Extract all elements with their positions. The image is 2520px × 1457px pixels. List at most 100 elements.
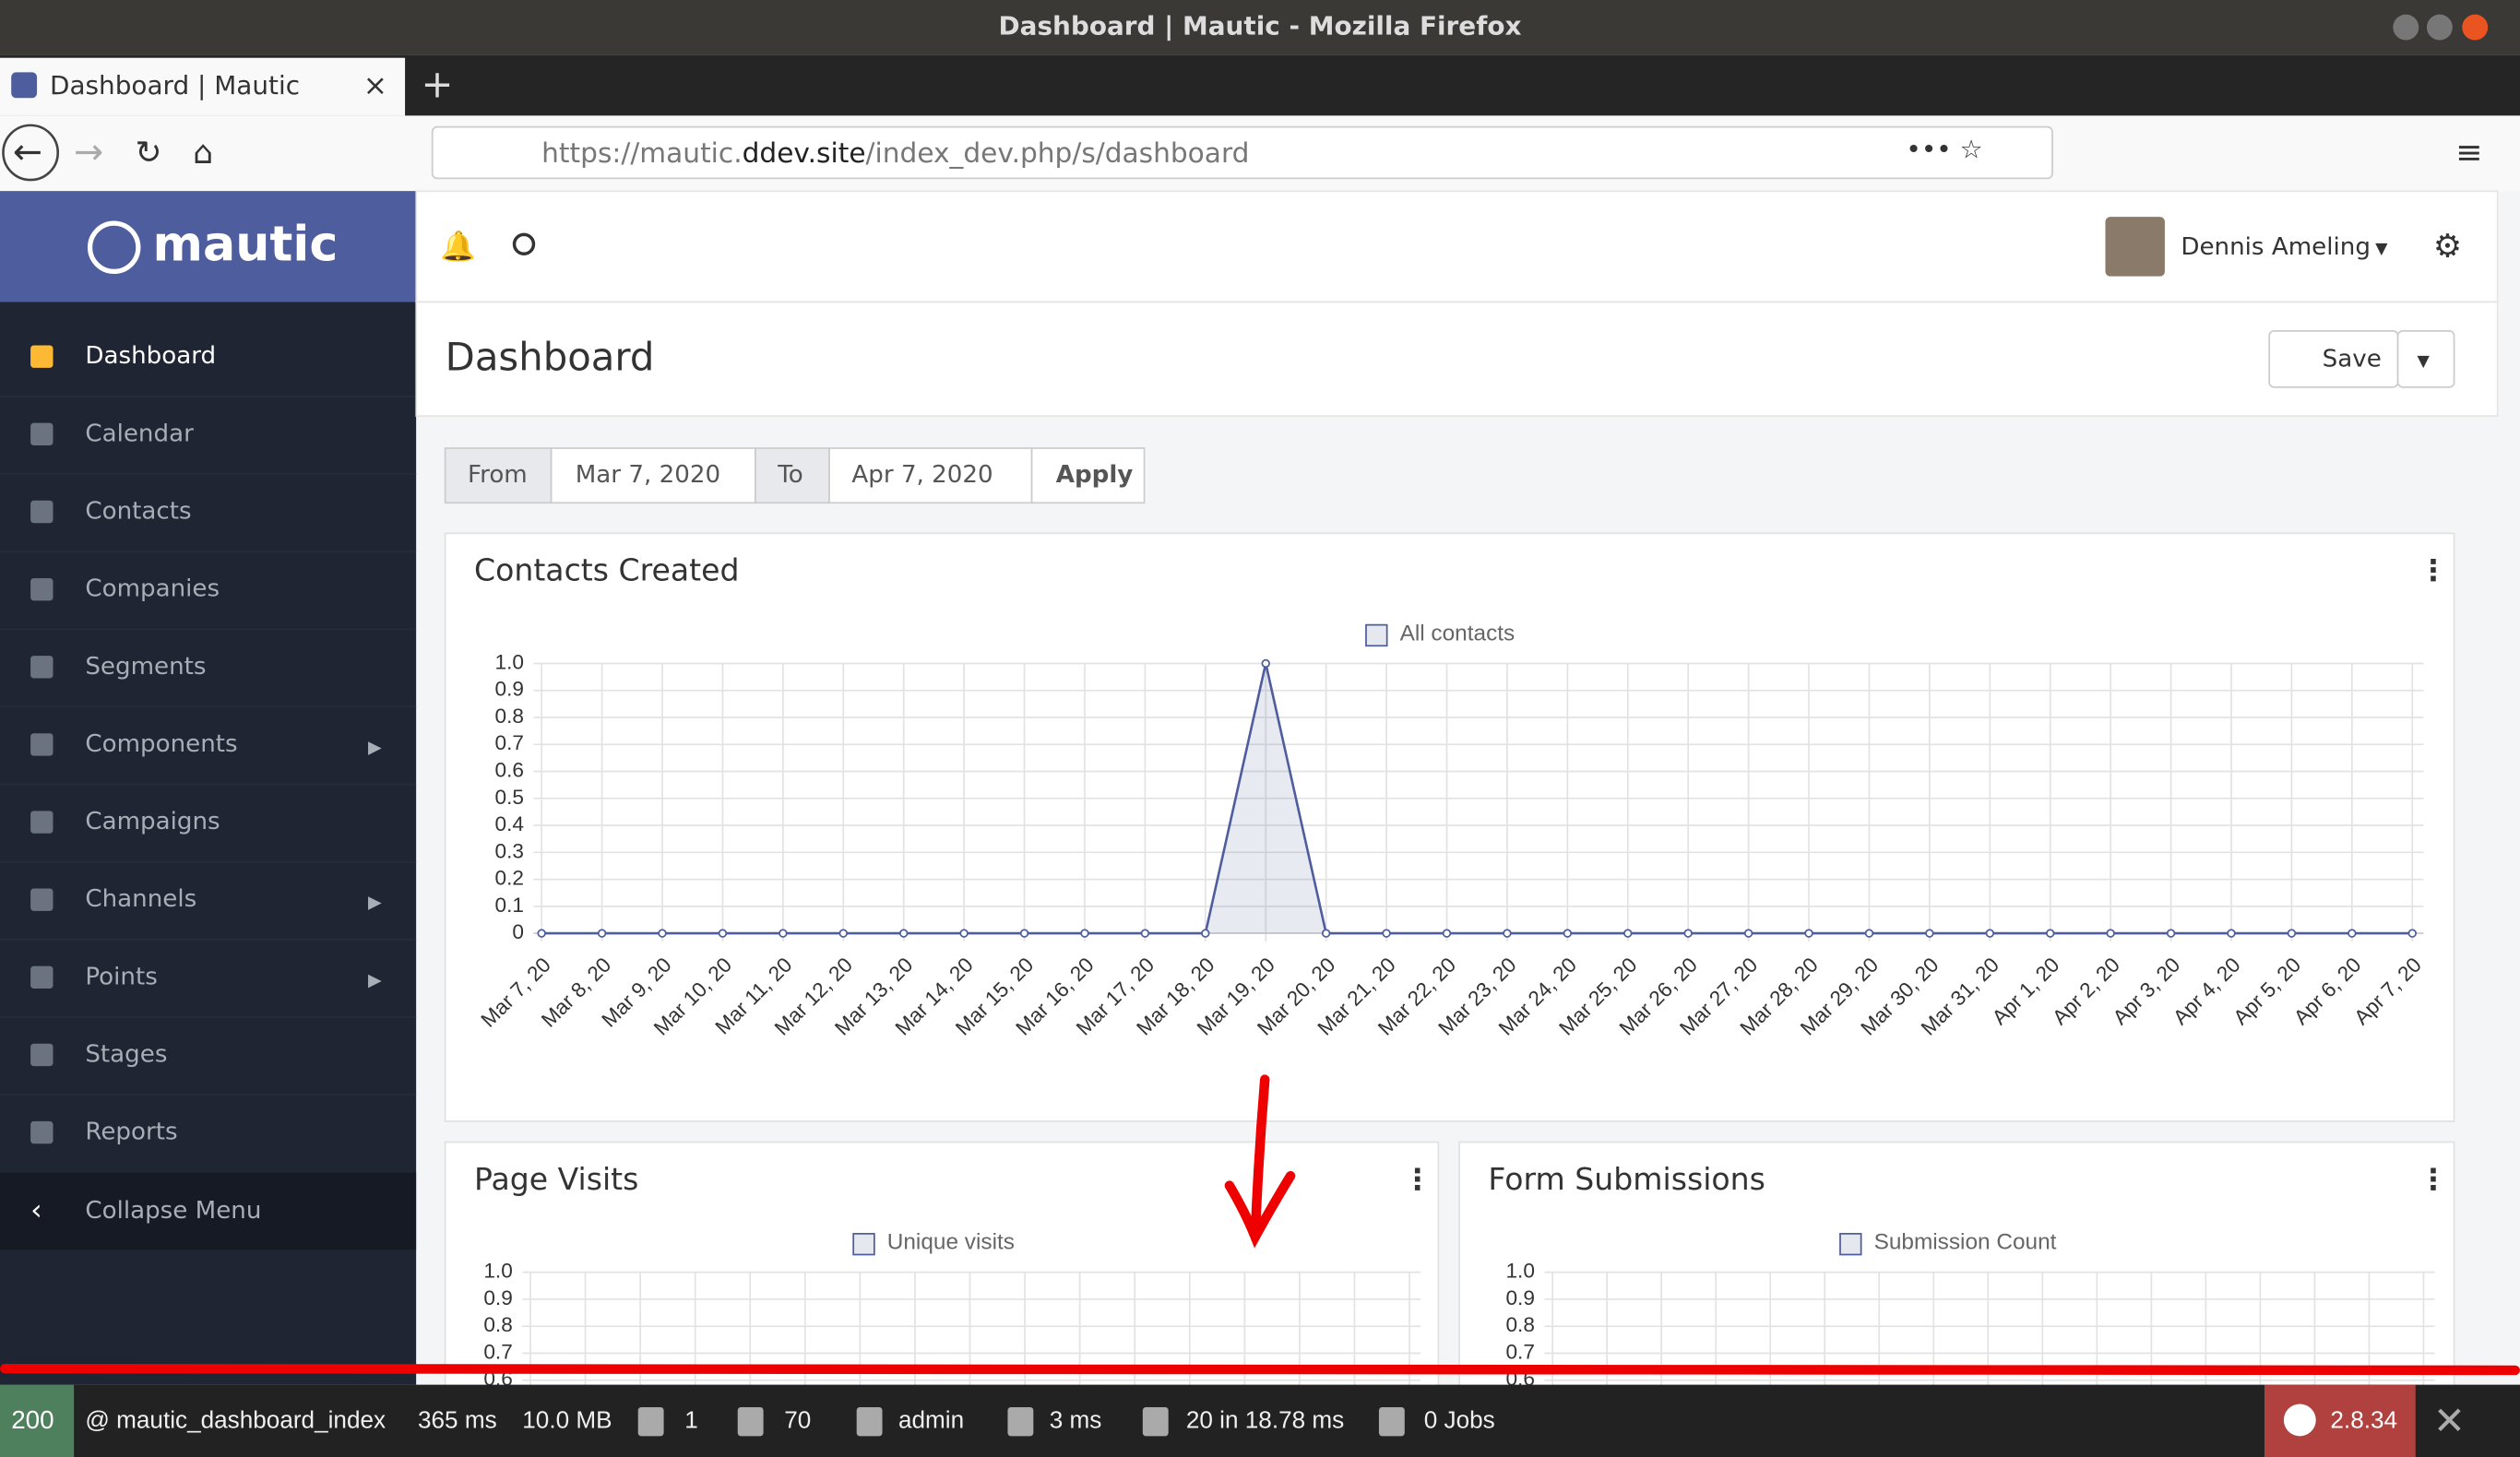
- toolbar-memory[interactable]: 10.0 MB: [522, 1406, 612, 1434]
- menu-icon: [30, 1043, 53, 1067]
- apply-button[interactable]: [1030, 447, 1146, 504]
- status: 200: [11, 1405, 53, 1434]
- legend-swatch: [852, 1232, 875, 1256]
- menu-icon: [30, 965, 53, 989]
- back-arrow[interactable]: ←: [13, 132, 42, 173]
- point: [1080, 929, 1089, 938]
- bell[interactable]: 🔔: [440, 230, 476, 263]
- menu-icon: [30, 888, 53, 911]
- y-tick-label: 0.8: [495, 705, 524, 728]
- reload[interactable]: ↻: [135, 135, 161, 172]
- annotation-line: [0, 1363, 2520, 1376]
- point: [597, 929, 607, 938]
- menu-icon: [30, 345, 53, 368]
- active-tab[interactable]: [0, 57, 406, 116]
- save[interactable]: Save: [2323, 346, 2382, 373]
- toolbar-close[interactable]: ✕: [2433, 1398, 2466, 1443]
- y-tick-label: 0.6: [495, 758, 524, 781]
- toolbar-queries[interactable]: 20 in 18.78 ms: [1186, 1406, 1344, 1434]
- menu-divider: [0, 628, 417, 631]
- widget-menu[interactable]: ⋮: [2419, 1163, 2447, 1196]
- y-tick-label: 0.9: [1505, 1286, 1534, 1309]
- menu-item[interactable]: Reports: [85, 1119, 177, 1146]
- toolbar-cache[interactable]: 3 ms: [1050, 1406, 1102, 1434]
- menu-item[interactable]: Segments: [85, 653, 206, 681]
- menu-item[interactable]: Contacts: [85, 498, 191, 526]
- window-button[interactable]: [2426, 14, 2453, 41]
- menu-icon: [30, 656, 53, 679]
- tab-close[interactable]: ×: [363, 69, 387, 102]
- back-button[interactable]: [2, 124, 60, 182]
- toolbar-icon: [1007, 1406, 1034, 1437]
- menu-divider: [0, 551, 417, 553]
- menu-item[interactable]: Companies: [85, 575, 220, 603]
- point: [2407, 929, 2417, 938]
- toolbar-time[interactable]: 365 ms: [418, 1406, 497, 1434]
- user-name[interactable]: Dennis Ameling: [2181, 233, 2371, 261]
- window-title: Dashboard | Mautic - Mozilla Firefox: [999, 11, 1522, 41]
- home[interactable]: ⌂: [193, 135, 213, 172]
- menu-item[interactable]: Campaigns: [85, 808, 220, 835]
- settings[interactable]: ⚙: [2433, 228, 2462, 265]
- to-input[interactable]: [828, 447, 1033, 504]
- y-tick-label: 1.0: [1505, 1260, 1534, 1283]
- window-button[interactable]: [2393, 14, 2419, 41]
- symfony-logo: [2283, 1404, 2316, 1437]
- y-tick-label: 0.7: [483, 1340, 512, 1363]
- menu-item[interactable]: Points: [85, 963, 157, 990]
- forward-arrow[interactable]: →: [74, 132, 103, 173]
- toolbar-requests[interactable]: 1: [684, 1406, 698, 1434]
- legend-label: All contacts: [1400, 622, 1516, 646]
- url: https://mautic.ddev.site/index_dev.php/s…: [541, 137, 1249, 169]
- point: [1683, 929, 1693, 938]
- point: [1442, 929, 1452, 938]
- y-tick-label: 0.8: [483, 1313, 512, 1336]
- menu-item[interactable]: Dashboard: [85, 342, 216, 370]
- y-tick-label: 1.0: [483, 1260, 512, 1283]
- point: [1382, 929, 1391, 938]
- toolbar-icon: [737, 1406, 764, 1437]
- point: [1201, 929, 1210, 938]
- save-dropdown[interactable]: [2396, 329, 2455, 388]
- collapse-menu[interactable]: Collapse Menu: [85, 1197, 261, 1225]
- from-date[interactable]: Mar 7, 2020: [576, 461, 720, 489]
- menu-item[interactable]: Stages: [85, 1040, 167, 1068]
- from-input[interactable]: [550, 447, 756, 504]
- apply[interactable]: Apply: [1056, 461, 1134, 489]
- url-bar[interactable]: [431, 125, 2053, 180]
- window-button[interactable]: [2462, 14, 2489, 41]
- line: [541, 663, 2413, 935]
- menu-icon: [30, 422, 53, 446]
- y-tick-label: 0.8: [1505, 1313, 1534, 1336]
- new-tab[interactable]: +: [421, 62, 453, 107]
- logo-mark: [87, 220, 141, 275]
- search[interactable]: [512, 232, 536, 255]
- page-actions[interactable]: ••• ☆: [1906, 135, 1982, 165]
- point: [2287, 929, 2297, 938]
- point: [2227, 929, 2236, 938]
- menu-item[interactable]: Channels: [85, 885, 196, 913]
- version[interactable]: 2.8.34: [2330, 1406, 2397, 1434]
- from-label: From: [468, 461, 528, 489]
- to-date[interactable]: Apr 7, 2020: [851, 461, 993, 489]
- toolbar-user[interactable]: admin: [898, 1406, 964, 1434]
- toolbar-translations[interactable]: 70: [784, 1406, 811, 1434]
- point: [899, 929, 909, 938]
- menu-divider: [0, 473, 417, 475]
- widget-menu[interactable]: ⋮: [1403, 1163, 1432, 1196]
- toolbar-jobs[interactable]: 0 Jobs: [1424, 1406, 1495, 1434]
- point: [2106, 929, 2115, 938]
- collapse-icon[interactable]: ‹: [30, 1193, 42, 1226]
- menu[interactable]: ≡: [2455, 135, 2482, 172]
- y-tick-label: 1.0: [495, 650, 524, 673]
- widget-title: Form Submissions: [1488, 1161, 1765, 1197]
- point: [1140, 929, 1150, 938]
- menu-icon: [30, 811, 53, 834]
- y-tick-label: 0.5: [495, 786, 524, 809]
- avatar: [2105, 217, 2165, 277]
- menu-item[interactable]: Calendar: [85, 420, 194, 447]
- menu-item[interactable]: Components: [85, 730, 237, 758]
- toolbar-route[interactable]: @ mautic_dashboard_index: [85, 1406, 386, 1434]
- widget-menu[interactable]: ⋮: [2419, 554, 2447, 587]
